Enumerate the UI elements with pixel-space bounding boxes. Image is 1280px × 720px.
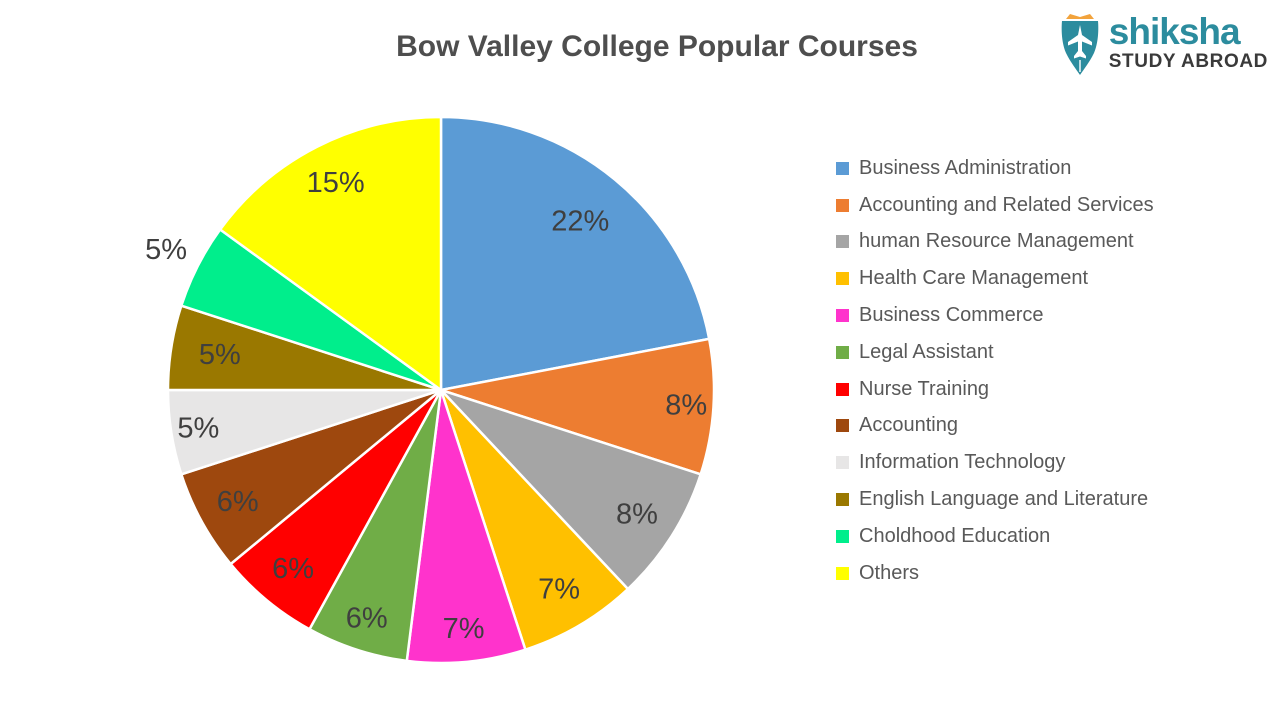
pie-slice: [439, 115, 711, 392]
legend-swatch: [836, 235, 849, 249]
pie-slice: [439, 388, 702, 591]
legend-label: Others: [859, 561, 920, 584]
legend-swatch: [836, 382, 849, 396]
pie-slice-label: 6%: [272, 553, 314, 585]
pie-slice-label: 22%: [551, 206, 609, 238]
legend-label: Business Commerce: [859, 304, 1044, 327]
legend-label: English Language and Literature: [859, 488, 1149, 511]
legend-item: English Language and Literature: [836, 481, 1154, 518]
pie-slice-label: 15%: [307, 167, 365, 199]
legend-label: Accounting and Related Services: [859, 193, 1154, 216]
pie-slice-label: 8%: [616, 498, 658, 530]
legend-swatch: [836, 198, 849, 212]
pie-slice-label: 5%: [145, 234, 187, 266]
legend-item: Business Commerce: [836, 297, 1154, 334]
legend-item: Information Technology: [836, 444, 1154, 481]
legend-item: Health Care Management: [836, 260, 1154, 297]
chart-title: Bow Valley College Popular Courses: [396, 30, 918, 63]
pie-slice: [439, 337, 716, 476]
pie-slice-label: 6%: [217, 486, 259, 518]
legend-item: Legal Assistant: [836, 334, 1154, 371]
legend-swatch: [836, 419, 849, 433]
legend-swatch: [836, 529, 849, 543]
legend-swatch: [836, 272, 849, 286]
legend-label: Nurse Training: [859, 377, 990, 400]
legend-swatch: [836, 456, 849, 470]
legend-swatch: [836, 566, 849, 580]
pie-slice-label: 5%: [199, 339, 241, 371]
pie-slice-label: 6%: [346, 602, 388, 634]
legend-swatch: [836, 493, 849, 507]
pie-slice-label: 7%: [443, 613, 485, 645]
logo-brand: shiksha: [1108, 11, 1241, 52]
legend-item: human Resource Management: [836, 224, 1154, 261]
logo-tagline: STUDY ABROAD: [1108, 51, 1268, 72]
legend-item: Others: [836, 555, 1154, 592]
legend-item: Business Administration: [836, 150, 1154, 187]
legend-label: Choldhood Education: [859, 524, 1051, 547]
legend-label: Legal Assistant: [859, 340, 994, 363]
pie-slice: [405, 388, 527, 665]
legend-swatch: [836, 345, 849, 359]
legend-swatch: [836, 161, 849, 175]
legend-item: Nurse Training: [836, 371, 1154, 408]
legend: Business Administration Accounting and Re…: [836, 150, 1154, 592]
legend-label: Business Administration: [859, 156, 1072, 179]
pie-slice-label: 7%: [538, 574, 580, 606]
legend-swatch: [836, 309, 849, 323]
legend-item: Accounting and Related Services: [836, 187, 1154, 224]
legend-label: Accounting: [859, 414, 958, 437]
legend-label: Information Technology: [859, 451, 1066, 474]
pen-nib-plane-icon: [1061, 14, 1099, 75]
legend-item: Accounting: [836, 408, 1154, 445]
pie-slice-label: 5%: [177, 412, 219, 444]
legend-item: Choldhood Education: [836, 518, 1154, 555]
legend-label: human Resource Management: [859, 230, 1134, 253]
logo-text: shiksha STUDY ABROAD: [1109, 13, 1268, 71]
legend-label: Health Care Management: [859, 267, 1089, 290]
pie-slice: [218, 115, 443, 392]
shiksha-logo: shiksha STUDY ABROAD: [1057, 13, 1268, 77]
pie-slice: [439, 388, 630, 651]
pie-slice-label: 8%: [665, 389, 707, 421]
